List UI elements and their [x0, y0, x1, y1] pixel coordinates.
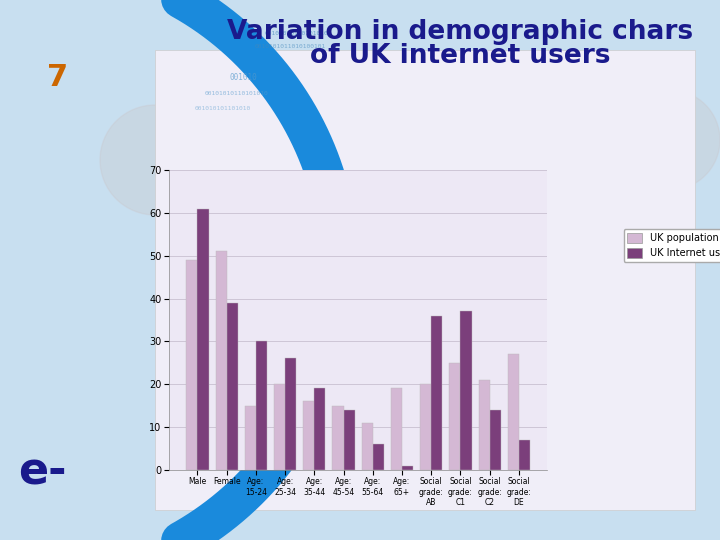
Bar	[285, 359, 296, 470]
Text: 001010: 001010	[230, 73, 258, 82]
Circle shape	[200, 55, 290, 145]
Bar	[391, 388, 402, 470]
Bar	[373, 444, 384, 470]
Bar	[449, 363, 461, 470]
Bar	[461, 312, 472, 470]
Text: 001010101101010: 001010101101010	[195, 106, 251, 111]
Bar	[431, 316, 442, 470]
Legend: UK population, UK Internet users: UK population, UK Internet users	[624, 229, 720, 262]
Bar	[361, 423, 373, 470]
Bar	[508, 354, 519, 470]
Bar	[420, 384, 431, 470]
Bar	[333, 406, 343, 470]
Bar	[245, 406, 256, 470]
Bar	[519, 440, 530, 470]
Text: 7: 7	[48, 64, 68, 92]
Text: Variation in demographic chars: Variation in demographic chars	[227, 19, 693, 45]
Circle shape	[100, 105, 210, 215]
Text: 00101010110101010: 00101010110101010	[265, 31, 329, 36]
Text: 0010101011010100101: 0010101011010100101	[255, 44, 326, 49]
Bar	[479, 380, 490, 470]
FancyBboxPatch shape	[155, 50, 695, 510]
Circle shape	[197, 397, 293, 493]
Bar	[227, 303, 238, 470]
Bar	[402, 465, 413, 470]
Bar	[215, 252, 227, 470]
Text: e-: e-	[18, 450, 66, 494]
Bar	[186, 260, 197, 470]
Bar	[490, 410, 501, 470]
Circle shape	[620, 90, 720, 190]
Bar	[274, 384, 285, 470]
Bar	[343, 410, 355, 470]
Bar	[256, 341, 267, 470]
Text: of UK internet users: of UK internet users	[310, 43, 611, 69]
Bar	[315, 388, 325, 470]
Bar	[303, 401, 315, 470]
Text: 00101010110101010: 00101010110101010	[205, 91, 269, 96]
Bar	[197, 208, 209, 470]
